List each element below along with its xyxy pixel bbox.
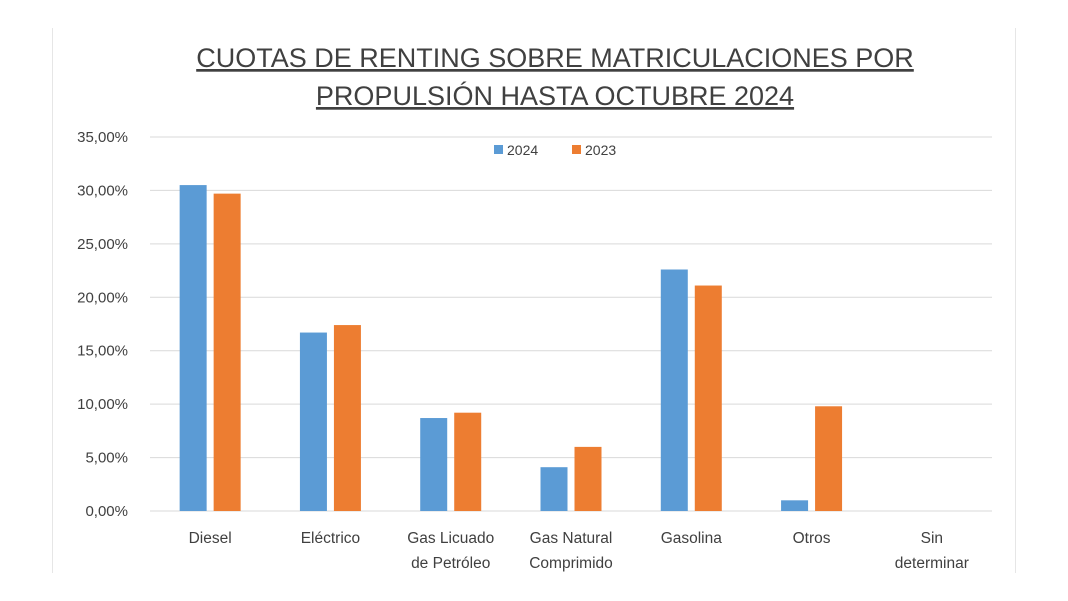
y-tick-label: 30,00% — [77, 182, 128, 199]
x-axis: Diesel Eléctrico Gas Licuado de Petróleo Gas… — [189, 530, 969, 572]
y-tick-label: 5,00% — [85, 450, 128, 467]
bar-2024 — [781, 500, 809, 511]
y-tick-label: 0,00% — [85, 503, 128, 520]
x-category-label: Gas Licuado — [407, 530, 494, 547]
bar-2023 — [454, 412, 482, 511]
y-tick-label: 10,00% — [77, 396, 128, 413]
y-tick-label: 35,00% — [77, 129, 128, 146]
bar-2023 — [333, 325, 361, 511]
bar-2023 — [574, 446, 602, 511]
x-category-label: Otros — [793, 530, 831, 547]
frame-right-edge — [1015, 28, 1016, 573]
x-category-label: Sin — [921, 530, 943, 547]
legend-swatch-2024 — [494, 145, 503, 154]
bar-2024 — [179, 185, 207, 512]
x-category-label: Diesel — [189, 530, 232, 547]
bar-2024 — [540, 467, 568, 511]
x-category-label: Comprimido — [529, 555, 613, 572]
legend: 2024 2023 — [494, 142, 616, 158]
bars — [179, 185, 843, 512]
x-category-label: Eléctrico — [301, 530, 360, 547]
y-tick-label: 15,00% — [77, 343, 128, 360]
bar-2023 — [815, 406, 843, 511]
y-tick-label: 25,00% — [77, 236, 128, 253]
frame-left-edge — [52, 28, 53, 573]
chart-title: CUOTAS DE RENTING SOBRE MATRICULACIONES … — [196, 43, 914, 111]
legend-label-2023: 2023 — [585, 142, 616, 158]
chart-title-line-1: CUOTAS DE RENTING SOBRE MATRICULACIONES … — [196, 43, 914, 73]
x-category-label: determinar — [895, 555, 969, 572]
y-axis: 0,00% 5,00% 10,00% 15,00% 20,00% 25,00% 30,00%… — [77, 129, 128, 520]
bar-2024 — [299, 332, 327, 511]
bar-2024 — [420, 418, 448, 511]
bar-2023 — [213, 193, 241, 512]
legend-label-2024: 2024 — [507, 142, 538, 158]
x-category-label: Gas Natural — [530, 530, 613, 547]
x-category-label: de Petróleo — [411, 555, 490, 572]
gridlines — [150, 136, 992, 512]
y-tick-label: 20,00% — [77, 289, 128, 306]
legend-swatch-2023 — [572, 145, 581, 154]
x-category-label: Gasolina — [661, 530, 723, 547]
bar-2024 — [660, 269, 688, 511]
chart-title-line-2: PROPULSIÓN HASTA OCTUBRE 2024 — [316, 80, 794, 111]
bar-2023 — [694, 285, 722, 511]
